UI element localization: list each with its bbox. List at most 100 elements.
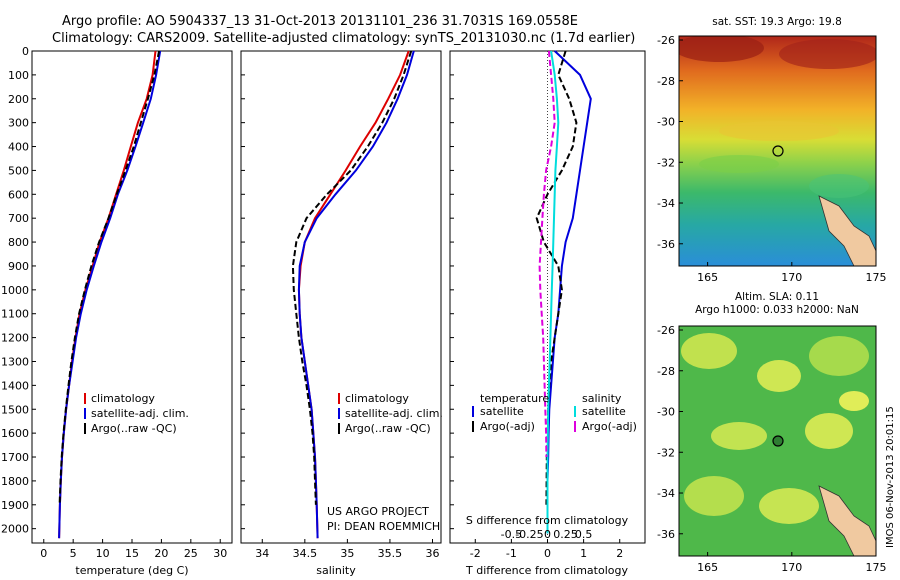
x-tick-label: 0: [544, 547, 551, 560]
legend-temperature-head: temperature: [480, 392, 549, 405]
x-tick-label: 36: [425, 547, 439, 560]
map-x-tick-label: 175: [866, 271, 887, 284]
legend-label-s-sat: satellite: [582, 405, 626, 418]
legend-label-satellite-s: satellite-adj. clim.: [345, 407, 443, 420]
map-x-tick-label: 165: [697, 271, 718, 284]
depth-tick-label: 300: [8, 117, 29, 130]
depth-axis: 0 100 200 300 400 500 600 700 800 900 1000 1100 1200…: [1, 45, 36, 536]
depth-tick-label: 200: [8, 93, 29, 106]
sla-map-image: [679, 326, 876, 556]
x-tick-label: 15: [125, 547, 139, 560]
series-line-t-argo-adj: [535, 50, 578, 505]
x-tick-label: 35: [340, 547, 354, 560]
depth-tick-label: 400: [8, 141, 29, 154]
legend-label-climatology: climatology: [91, 392, 155, 405]
series-line-satellite-adj-clim: [297, 50, 415, 539]
x-tick-label: 1: [580, 547, 587, 560]
legend-label-argo-s: Argo(..raw -QC): [345, 422, 431, 435]
map-y-tick-label: -34: [657, 487, 675, 500]
s-diff-tick-label: 0.25: [553, 528, 578, 541]
s-diff-tick-label: -0.25: [515, 528, 543, 541]
x-tick-label: 25: [184, 547, 198, 560]
argo-position-marker-sla: [772, 435, 784, 447]
legend-label-argo: Argo(..raw -QC): [91, 422, 177, 435]
legend-label-t-sat: satellite: [480, 405, 524, 418]
series-line-argo-raw-qc: [58, 50, 161, 505]
sst-map-title: sat. SST: 19.3 Argo: 19.8: [712, 16, 842, 28]
difference-legend: temperature salinity satellite satellite…: [472, 392, 637, 433]
map-y-tick-label: -30: [657, 116, 675, 129]
map-x-tick-label: 170: [781, 561, 802, 574]
depth-tick-label: 100: [8, 69, 29, 82]
map-y-tick-label: -30: [657, 406, 675, 419]
project-credit-line1: US ARGO PROJECT: [327, 505, 429, 518]
x-tick-label: 2: [616, 547, 623, 560]
map-x-tick-label: 170: [781, 271, 802, 284]
map-y-tick-label: -28: [657, 75, 675, 88]
x-tick-label: 10: [96, 547, 110, 560]
legend-label-climatology-s: climatology: [345, 392, 409, 405]
sla-map-title1: Altim. SLA: 0.11: [735, 291, 819, 303]
depth-tick-label: 900: [8, 260, 29, 273]
difference-panel: -2 -1 0 1 2 -0.5-0.25 0 0.250.5: [450, 50, 623, 560]
depth-tick-label: 1700: [1, 451, 29, 464]
series-line-s-argo-adj: [538, 50, 556, 458]
sla-map-axes: 165 170 175 -26 -28 -30 -32 -34 -36: [657, 324, 886, 574]
salinity-panel: 34 34.5 35 35.5 36: [241, 50, 439, 560]
temperature-legend: climatology satellite-adj. clim. Argo(..…: [84, 392, 189, 435]
depth-tick-label: 2000: [1, 523, 29, 536]
s-diff-tick-label: 0: [544, 528, 551, 541]
x-tick-label: 34: [255, 547, 269, 560]
argo-position-marker-sst: [772, 145, 784, 157]
legend-label-t-argo: Argo(-adj): [480, 420, 535, 433]
depth-tick-label: 1400: [1, 379, 29, 392]
project-credit-line2: PI: DEAN ROEMMICH: [327, 520, 440, 533]
salinity-panel-frame: [240, 50, 442, 544]
s-diff-tick-label: 0.5: [575, 528, 593, 541]
sst-map-axes: 165 170 175 -26 -28 -30 -32 -34 -36: [657, 34, 886, 284]
depth-tick-label: 1900: [1, 499, 29, 512]
x-tick-label: -2: [470, 547, 481, 560]
sst-map-frame: [678, 35, 877, 267]
legend-label-s-argo: Argo(-adj): [582, 420, 637, 433]
depth-tick-label: 800: [8, 236, 29, 249]
legend-salinity-head: salinity: [582, 392, 622, 405]
depth-tick-label: 1000: [1, 284, 29, 297]
map-y-tick-label: -32: [657, 156, 675, 169]
depth-tick-label: 1200: [1, 332, 29, 345]
figure-title-line2: Climatology: CARS2009. Satellite-adjuste…: [52, 31, 635, 46]
depth-tick-label: 600: [8, 188, 29, 201]
s-diff-tick-label: -0.5: [501, 528, 522, 541]
depth-tick-label: 1300: [1, 355, 29, 368]
depth-tick-label: 1500: [1, 403, 29, 416]
depth-tick-label: 1100: [1, 308, 29, 321]
map-x-tick-label: 165: [697, 561, 718, 574]
depth-tick-label: 1800: [1, 475, 29, 488]
figure-title-line1: Argo profile: AO 5904337_13 31-Oct-2013 …: [62, 14, 578, 29]
depth-tick-label: 700: [8, 212, 29, 225]
map-y-tick-label: -32: [657, 446, 675, 459]
t-difference-axis-label: T difference from climatology: [465, 564, 628, 577]
series-line-satellite-adj-clim: [58, 50, 162, 539]
map-y-tick-label: -26: [657, 324, 675, 337]
x-tick-label: 0: [40, 547, 47, 560]
x-tick-label: 5: [70, 547, 77, 560]
s-difference-axis-label: S difference from climatology: [466, 514, 629, 527]
depth-tick-label: 0: [22, 45, 29, 58]
series-line-s-satellite: [546, 50, 560, 534]
sla-map-frame: [678, 325, 877, 557]
series-line-argo-raw-qc: [291, 50, 413, 505]
x-tick-label: 34.5: [293, 547, 318, 560]
x-tick-label: 20: [154, 547, 168, 560]
map-y-tick-label: -26: [657, 34, 675, 47]
imos-timestamp: IMOS 06-Nov-2013 20:01:15: [885, 406, 896, 548]
map-y-tick-label: -36: [657, 528, 675, 541]
x-tick-label: 35.5: [378, 547, 403, 560]
depth-tick-label: 500: [8, 164, 29, 177]
depth-tick-label: 1600: [1, 427, 29, 440]
sst-map-image: [679, 36, 876, 266]
map-y-tick-label: -28: [657, 365, 675, 378]
salinity-legend: climatology satellite-adj. clim. Argo(..…: [338, 392, 443, 435]
map-x-tick-label: 175: [866, 561, 887, 574]
